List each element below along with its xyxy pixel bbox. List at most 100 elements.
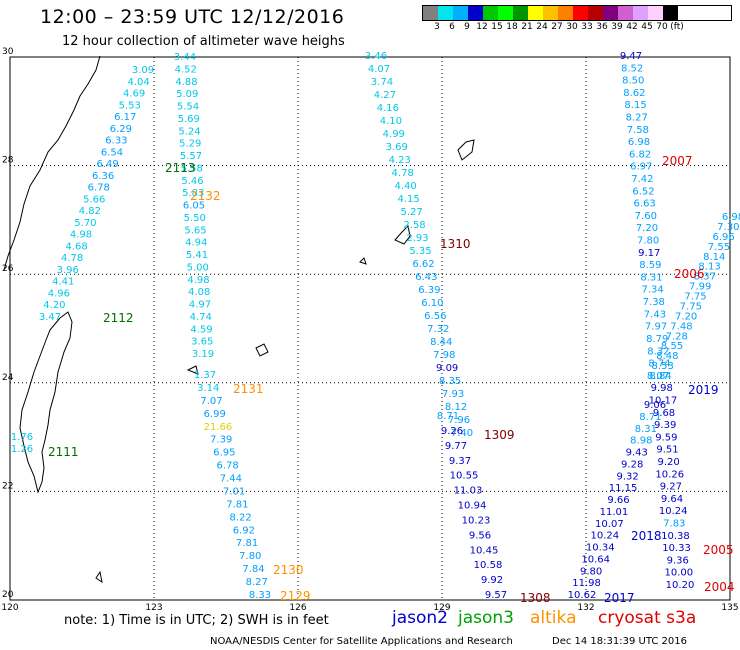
china-coastline	[3, 55, 101, 271]
track-2004: 2004	[704, 580, 735, 594]
lat-tick-label: 28	[2, 156, 14, 166]
track-id-label: 2112	[103, 311, 134, 325]
wave-height-value: 10.24	[590, 531, 619, 542]
wave-height-value: 8.74	[648, 359, 670, 370]
wave-height-value: 9.39	[654, 420, 676, 431]
wave-height-value: 3.96	[57, 265, 79, 276]
wave-height-value: 4.78	[61, 253, 83, 264]
wave-height-value: 8.27	[246, 577, 268, 588]
wave-height-value: 6.29	[110, 124, 132, 135]
wave-height-value: 7.81	[226, 499, 248, 510]
wave-height-value: 2.58	[403, 220, 425, 231]
wave-height-value: 7.30	[717, 222, 739, 233]
legend-cryosat-s3a: cryosat s3a	[598, 608, 697, 628]
wave-height-value: 7.32	[427, 324, 449, 335]
wave-height-value: 8.59	[639, 260, 661, 271]
legend-label: 42	[626, 22, 638, 32]
credit-line: NOAA/NESDIS Center for Satellite Applica…	[210, 636, 513, 647]
wave-height-value: 9.56	[469, 530, 491, 541]
track-2112: 3.094.044.695.536.176.296.336.546.496.36…	[39, 65, 154, 325]
wave-height-value: 4.68	[65, 241, 87, 252]
axis-tick-labels: 120 123 126 129 132 135 20 22 24 26 28 30	[1, 47, 738, 610]
generation-timestamp: Dec 14 18:31:39 UTC 2016	[552, 636, 687, 647]
track-id-label: 2006	[674, 267, 705, 281]
wave-height-value: 9.59	[655, 432, 677, 443]
wave-height-value: 3.69	[386, 142, 408, 153]
wave-height-value: 6.17	[114, 112, 136, 123]
legend-swatch	[528, 6, 543, 20]
wave-height-value: 5.57	[180, 151, 202, 162]
taiwan-coastline	[19, 311, 73, 494]
wave-height-value: 9.43	[626, 448, 648, 459]
track-id-label: 2004	[704, 580, 735, 594]
wave-height-value: 8.84	[649, 371, 671, 382]
lon-tick-label: 123	[145, 603, 162, 610]
wave-height-value: 4.96	[48, 288, 70, 299]
wave-height-value: 6.82	[629, 149, 651, 160]
track-id-label: 2019	[688, 383, 719, 397]
wave-height-value: 4.78	[392, 168, 414, 179]
wave-height-value: 9.17	[638, 248, 660, 259]
wave-height-value: 7.01	[223, 486, 245, 497]
legend-label: 27	[551, 22, 563, 32]
wave-height-value: 21.66	[204, 422, 233, 433]
legend-label: 70	[656, 22, 668, 32]
legend-labels: 3 6 9 12 15 18 21 24 27 30 33 36 39 42 45 70 (ft)	[422, 21, 732, 33]
track-id-label: 1309	[484, 428, 515, 442]
wave-height-value: 4.40	[395, 181, 417, 192]
wave-height-value: 5.46	[181, 176, 203, 187]
wave-height-value: 10.94	[458, 501, 487, 512]
track-1309: 8.71 9.26 9.77 9.37 10.55 11.03 10.94 10.23 9.56…	[437, 411, 515, 601]
wave-height-value: 9.20	[657, 457, 679, 468]
legend-label: 36	[596, 22, 608, 32]
wave-height-value: 5.70	[74, 218, 96, 229]
wave-height-value: 4.15	[397, 194, 419, 205]
wave-height-value: 9.26	[441, 426, 463, 437]
track-id-label: 2131	[233, 382, 264, 396]
legend-label: 18	[506, 22, 518, 32]
wave-height-value: 9.06	[644, 400, 666, 411]
wave-height-value: 9.92	[481, 575, 503, 586]
wave-height-value: 4.16	[377, 103, 399, 114]
wave-height-value: 10.62	[568, 590, 597, 601]
wave-height-value: 7.34	[642, 285, 664, 296]
wave-height-value: 7.42	[631, 174, 653, 185]
wave-height-value: 7.93	[442, 389, 464, 400]
wave-height-value: 10.33	[662, 543, 691, 554]
wave-height-value: 7.40	[451, 428, 473, 439]
map-grid	[9, 56, 731, 601]
wave-height-value: 9.47	[620, 51, 642, 62]
wave-height-value: 9.51	[656, 445, 678, 456]
wave-height-value: 9.68	[653, 408, 675, 419]
wave-height-value: 6.78	[88, 183, 110, 194]
legend-swatch	[618, 6, 633, 20]
legend-swatch	[483, 6, 498, 20]
legend-swatch	[423, 6, 438, 20]
wave-height-map: 3.444.52 4.885.09 5.545.695.24 5.295.575.58…	[1, 47, 740, 610]
wave-height-value: 8.48	[656, 351, 678, 362]
track-id-label: 2018	[631, 529, 662, 543]
wave-height-value: 5.58	[181, 163, 203, 174]
wave-height-value: 11.15	[609, 483, 638, 494]
wave-height-value: 3.14	[197, 383, 219, 394]
wave-height-value: 8.31	[635, 424, 657, 435]
small-island-b	[255, 343, 269, 357]
wave-height-value: 5.00	[187, 262, 209, 273]
wave-height-value: 6.54	[101, 147, 123, 158]
wave-height-value: 8.14	[703, 252, 725, 263]
wave-height-value: 3.19	[192, 349, 214, 360]
track-1308: 1308	[520, 591, 551, 605]
legend-label: 15	[491, 22, 503, 32]
wave-height-value: 4.41	[52, 277, 74, 288]
lon-tick-label: 120	[1, 603, 18, 610]
wave-height-value: 8.07	[647, 371, 669, 382]
wave-height-value: 10.07	[595, 519, 624, 530]
legend-swatch	[588, 6, 603, 20]
wave-height-value: 7.81	[236, 538, 258, 549]
page-title: 12:00 – 23:59 UTC 12/12/2016	[40, 6, 345, 28]
wave-height-value: 8.13	[698, 262, 720, 273]
wave-height-value: 4.98	[70, 230, 92, 241]
wave-height-value: 7.75	[680, 301, 702, 312]
wave-height-value: 9.98	[651, 383, 673, 394]
wave-height-value: 8.53	[652, 361, 674, 372]
